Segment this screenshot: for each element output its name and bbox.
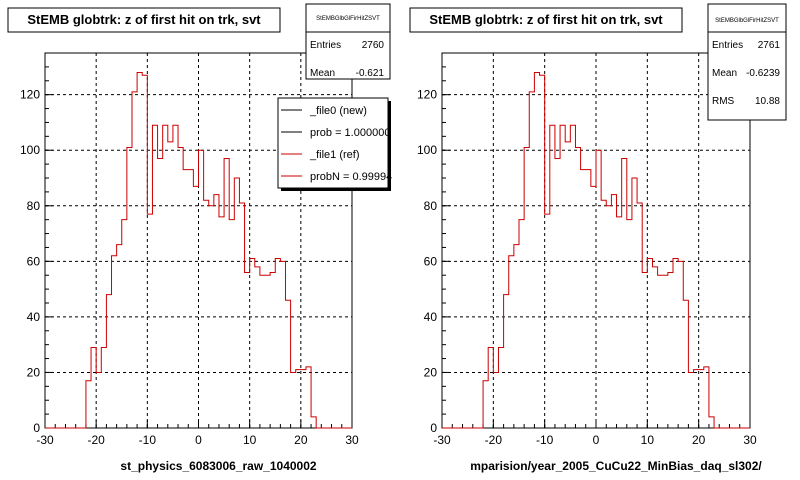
stats-value: -0.621	[356, 68, 385, 79]
y-tick-label: 40	[424, 310, 438, 324]
title-box	[409, 7, 683, 33]
y-tick-label: 80	[424, 199, 438, 213]
legend-entry: _file1 (ref)	[309, 149, 360, 161]
y-tick-label: 0	[430, 421, 437, 435]
y-tick-label: 60	[27, 254, 41, 268]
x-tick-label: -10	[139, 433, 157, 447]
x-tick-label: -10	[536, 433, 554, 447]
legend-entry: _file0 (new)	[309, 105, 367, 117]
y-tick-label: 120	[20, 88, 40, 102]
x-tick-label: 10	[243, 433, 257, 447]
chart-title: StEMB globtrk: z of first hit on trk, sv…	[429, 12, 663, 27]
stats-value: 10.88	[755, 96, 780, 107]
x-tick-label: 0	[593, 433, 600, 447]
stats-box	[305, 3, 391, 80]
y-tick-label: 0	[33, 421, 40, 435]
x-tick-label: -30	[433, 433, 451, 447]
x-tick-label: -20	[87, 433, 105, 447]
x-tick-label: -20	[485, 433, 503, 447]
y-tick-label: 120	[417, 88, 437, 102]
x-tick-label: 20	[692, 433, 706, 447]
title-box	[7, 7, 281, 33]
x-tick-label: 0	[195, 433, 202, 447]
stats-label: RMS	[712, 96, 735, 107]
legend-entry: probN = 0.99994	[310, 171, 392, 183]
x-axis-title: mparision/year_2005_CuCu22_MinBias_daq_s…	[470, 459, 762, 473]
y-tick-label: 60	[424, 254, 438, 268]
x-tick-label: 30	[743, 433, 757, 447]
x-tick-label: 10	[641, 433, 655, 447]
stats-label: Mean	[310, 68, 335, 79]
x-tick-label: -30	[36, 433, 54, 447]
y-tick-label: 100	[20, 143, 40, 157]
left-histogram-pad: -30 -20 -10 0 10 20 30 0 20 40 60 80 100 120 StEMB glo…	[7, 3, 392, 473]
stats-box	[707, 3, 787, 121]
y-tick-label: 40	[27, 310, 41, 324]
stats-value: 2761	[758, 40, 781, 51]
legend-box	[277, 97, 389, 189]
histogram-line	[442, 71, 750, 429]
chart-title: StEMB globtrk: z of first hit on trk, sv…	[27, 12, 261, 27]
y-tick-label: 20	[424, 365, 438, 379]
x-axis-title: st_physics_6083006_raw_1040002	[120, 459, 316, 473]
stats-label: Entries	[310, 40, 341, 51]
stats-histogram-name: StEMBGlbGlFirHitZSVT	[715, 18, 779, 24]
x-tick-label: 20	[294, 433, 308, 447]
x-tick-label: 30	[345, 433, 359, 447]
stats-label: Entries	[712, 40, 743, 51]
stats-value: 2760	[362, 40, 385, 51]
stats-value: -0.6239	[746, 68, 780, 79]
stats-histogram-name: StEMBGlbGlFirHitZSVT	[316, 16, 380, 22]
stats-label: Mean	[712, 68, 737, 79]
y-tick-label: 80	[27, 199, 41, 213]
histogram-line	[45, 71, 352, 429]
y-tick-label: 100	[417, 143, 437, 157]
legend-entry: prob = 1.000000	[310, 127, 390, 139]
right-histogram-pad: -30 -20 -10 0 10 20 30 0 20 40 60 80 100 120 StEMB glo…	[409, 3, 787, 473]
y-tick-label: 20	[27, 365, 41, 379]
